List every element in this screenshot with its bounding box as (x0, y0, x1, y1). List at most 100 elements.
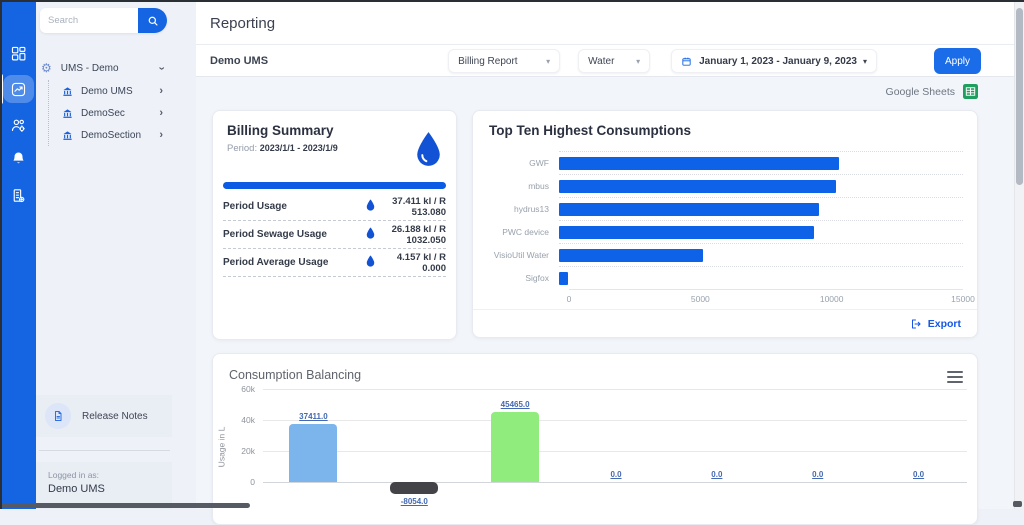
bar-track (559, 174, 963, 197)
data-label[interactable]: 45465.0 (500, 399, 530, 409)
y-tick-label: 60k (241, 384, 255, 394)
water-drop-icon (361, 226, 379, 244)
tree-node-ums-demo[interactable]: ⚙ UMS - Demo › (41, 59, 168, 77)
export-label: Export (927, 318, 961, 330)
period-label: Period: (227, 143, 258, 154)
bar-row: hydrus13 (487, 197, 963, 220)
consumption-balancing-card: Consumption Balancing Usage in L 60k 40k 2… (212, 353, 978, 525)
category-label: hydrus13 (514, 203, 549, 214)
y-tick-label: 0 (250, 477, 255, 487)
chevron-right-icon: › (159, 84, 163, 97)
period-value: 2023/1/1 - 2023/1/9 (259, 143, 338, 153)
search-button[interactable] (138, 8, 167, 33)
consumption-column[interactable] (491, 411, 540, 482)
billing-row-value: 37.411 kl / R 513.080 (392, 195, 446, 218)
dashboard-nav-icon[interactable] (0, 38, 36, 68)
date-range-value: January 1, 2023 - January 9, 2023 (699, 55, 857, 67)
billing-summary-card: Billing Summary Period: 2023/1/1 - 2023/… (212, 110, 457, 340)
data-label[interactable]: 37411.0 (299, 412, 328, 421)
x-tick-label: 5000 (690, 294, 710, 304)
bar-track (559, 151, 963, 174)
data-label[interactable]: 0.0 (913, 470, 925, 479)
utility-select[interactable]: Water ▾ (578, 49, 651, 73)
bar-track (559, 266, 963, 289)
consumption-bar[interactable] (559, 271, 569, 285)
release-notes-label: Release Notes (82, 410, 148, 422)
consumption-bar[interactable] (559, 156, 840, 170)
consumption-column[interactable] (289, 424, 338, 482)
billing-row-value: 4.157 kl / R 0.000 (396, 251, 446, 274)
report-type-select[interactable]: Billing Report ▾ (448, 49, 561, 73)
billing-row-value: 26.188 kl / R 1032.050 (391, 223, 446, 246)
consumption-bar[interactable] (559, 225, 814, 239)
date-range-picker[interactable]: January 1, 2023 - January 9, 2023 ▾ (671, 49, 877, 73)
category-label: mbus (528, 180, 549, 191)
tree-node-demosec[interactable]: DemoSec › (49, 102, 167, 124)
data-label[interactable]: -8054.0 (400, 497, 428, 507)
tree-root-label: UMS - Demo (60, 62, 119, 74)
data-label[interactable]: 0.0 (610, 470, 622, 479)
horizontal-scrollbar-thumb[interactable] (0, 503, 250, 508)
navigation-sidebar: ⚙ UMS - Demo › Demo UMS › DemoSec › Demo… (36, 0, 172, 509)
bar-row: VisioUtil Water (487, 243, 963, 266)
bar-row: GWF (487, 151, 963, 174)
bar-track (559, 243, 963, 266)
category-label: GWF (529, 157, 549, 168)
report-controls: Demo UMS Billing Report ▾ Water ▾ Januar… (196, 45, 1014, 77)
release-notes-item[interactable]: Release Notes (36, 395, 172, 437)
bar-row: PWC device (487, 220, 963, 243)
chart-menu-icon[interactable] (947, 371, 963, 383)
reports-nav-icon-active[interactable] (0, 74, 36, 104)
tree-child-label: DemoSection (81, 129, 142, 141)
main-panel: Reporting Demo UMS Billing Report ▾ Wate… (196, 0, 1014, 525)
billing-rows: Period Usage 37.411 kl / R 513.080 Perio… (223, 193, 446, 277)
icon-rail (0, 0, 36, 509)
screenshot-top-edge (0, 0, 1024, 2)
export-button[interactable]: Export (910, 318, 961, 330)
caret-down-icon: ▾ (862, 56, 867, 66)
usage-progress-bar (223, 182, 446, 189)
google-sheets-icon (963, 84, 978, 99)
billing-period: Period: 2023/1/1 - 2023/1/9 (227, 143, 338, 154)
bar-track (559, 197, 963, 220)
consumption-bar[interactable] (559, 202, 819, 216)
page-header: Reporting Demo UMS Billing Report ▾ Wate… (196, 0, 1014, 77)
data-label[interactable]: 0.0 (711, 470, 723, 479)
consumption-column[interactable] (390, 482, 439, 495)
data-label[interactable]: 0.0 (812, 470, 824, 479)
gridline (263, 389, 967, 390)
consumption-balancing-plot: 37411.0 -8054.0 45465.0 0.0 0.0 0.0 0.0 (263, 354, 967, 524)
tree-node-demo-ums[interactable]: Demo UMS › (49, 80, 167, 102)
chevron-down-icon: ▾ (546, 56, 551, 66)
users-settings-nav-icon[interactable] (0, 110, 36, 140)
gridline (263, 451, 967, 452)
billing-summary-title: Billing Summary (227, 123, 334, 138)
vertical-scrollbar[interactable] (1014, 0, 1024, 509)
bar-row: mbus (487, 174, 963, 197)
google-sheets-export[interactable]: Google Sheets (196, 78, 1014, 105)
consumption-bar[interactable] (559, 248, 704, 262)
report-type-value: Billing Report (458, 55, 518, 67)
billing-row-label: Period Average Usage (223, 257, 329, 268)
bar-track (559, 220, 963, 243)
tree-node-demosection[interactable]: DemoSection › (49, 124, 167, 146)
logged-in-label: Logged in as: (48, 470, 100, 480)
vertical-scrollbar-thumb[interactable] (1016, 8, 1023, 185)
consumption-bar[interactable] (559, 179, 836, 193)
tree-child-label: Demo UMS (81, 85, 133, 97)
notifications-bell-icon[interactable] (0, 143, 36, 173)
divider (473, 309, 977, 310)
search-input[interactable] (40, 8, 138, 33)
billing-row: Period Sewage Usage 26.188 kl / R 1032.0… (223, 221, 446, 249)
devices-building-icon[interactable] (0, 180, 36, 210)
org-name: Demo UMS (210, 55, 269, 67)
page-title: Reporting (210, 15, 276, 32)
y-tick-label: 40k (241, 415, 255, 425)
top-consumptions-title: Top Ten Highest Consumptions (489, 123, 691, 138)
sidebar-divider (39, 450, 170, 451)
x-tick-label: 15000 (951, 294, 975, 304)
bar-row: Sigfox (487, 266, 963, 289)
apply-button[interactable]: Apply (934, 48, 981, 74)
chevron-right-icon: › (159, 128, 163, 141)
x-tick-label: 10000 (819, 294, 844, 304)
